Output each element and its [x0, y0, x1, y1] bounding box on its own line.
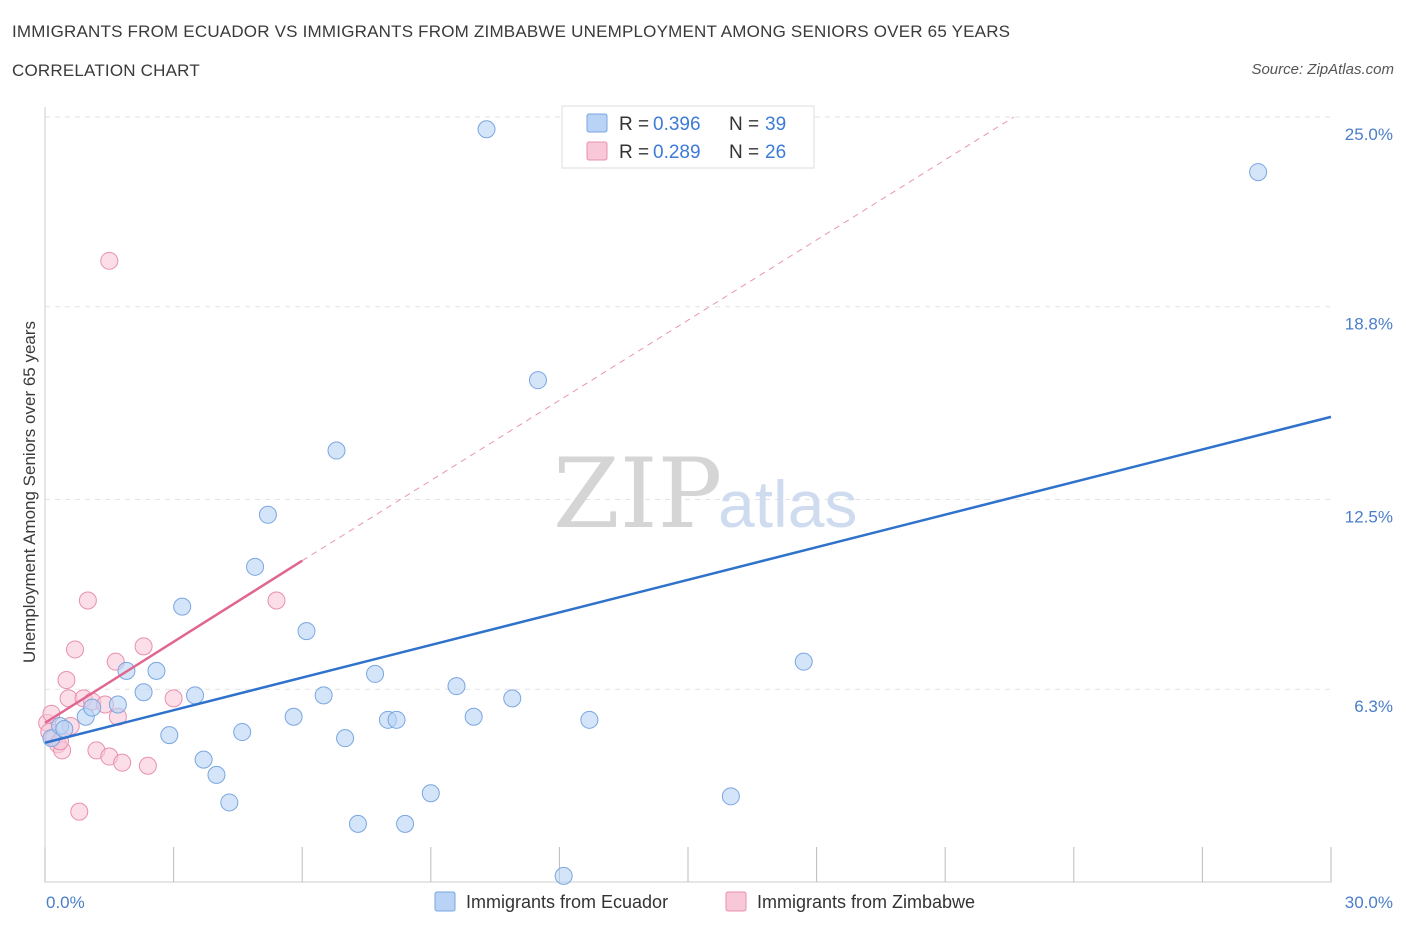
zimbabwe-point [134, 637, 153, 656]
watermark-zip: ZIP [553, 438, 722, 550]
x-tick-label: 30.0% [1345, 893, 1393, 912]
zimbabwe-point [138, 756, 157, 775]
ecuador-point [721, 787, 740, 806]
ecuador-point [580, 710, 599, 729]
axes [44, 107, 1332, 883]
ecuador-point [246, 557, 265, 576]
ecuador-point [366, 664, 385, 683]
bottom-legend-swatch-zimbabwe [725, 891, 747, 912]
zimbabwe-point [164, 689, 183, 708]
ecuador-point [160, 726, 179, 745]
legend-swatch-ecuador [586, 113, 608, 133]
ecuador-point [207, 765, 226, 784]
ecuador-point [297, 622, 316, 641]
zimbabwe-trend-extension [301, 116, 1015, 562]
gridlines [45, 116, 1331, 690]
y-tick-label: 6.3% [1354, 697, 1393, 716]
bottom-legend-ecuador: Immigrants from Ecuador [466, 892, 668, 912]
y-tick-label: 12.5% [1345, 508, 1393, 527]
ecuador-point [503, 689, 522, 708]
ecuador-trend-line [44, 415, 1332, 744]
y-tick-label: 25.0% [1345, 125, 1393, 144]
ecuador-point [55, 720, 74, 738]
ecuador-point [554, 866, 573, 885]
ecuador-point [464, 707, 483, 726]
zimbabwe-point [70, 802, 89, 821]
ecuador-point [348, 814, 367, 833]
ecuador-point [186, 686, 205, 705]
legend-ecuador-n-label: N = [729, 114, 759, 135]
zimbabwe-point [267, 591, 286, 610]
legend-ecuador-r-label: R = [619, 114, 649, 135]
legend-zimbabwe-n-label: N = [729, 142, 759, 163]
legend-box: R = 0.396 N = 39 R = 0.289 N = 26 [561, 105, 815, 169]
zimbabwe-point [78, 591, 97, 610]
legend-zimbabwe-r-value: 0.289 [653, 142, 701, 163]
ecuador-point [147, 661, 166, 680]
y-tick-label: 18.8% [1345, 315, 1393, 334]
ecuador-point [794, 652, 813, 671]
legend-ecuador-n-value: 39 [765, 114, 786, 135]
ecuador-point [477, 120, 496, 139]
x-tick-label: 0.0% [46, 893, 85, 912]
ecuador-point [258, 505, 277, 524]
chart-title: IMMIGRANTS FROM ECUADOR VS IMMIGRANTS FR… [12, 22, 1011, 41]
legend-zimbabwe-n-value: 26 [765, 142, 786, 163]
ecuador-point [528, 371, 547, 390]
ecuador-point [108, 695, 127, 714]
ecuador-point [194, 750, 213, 769]
zimbabwe-point [100, 251, 119, 270]
y-tick-labels: 6.3% 12.5% 18.8% 25.0% [1345, 125, 1393, 716]
zimbabwe-point [57, 671, 76, 690]
ecuador-point [83, 698, 102, 717]
watermark: ZIP atlas [553, 438, 857, 550]
ecuador-point [314, 686, 333, 705]
ecuador-point [327, 441, 346, 460]
ecuador-point [421, 784, 440, 803]
x-tick-labels: 0.0% 30.0% [46, 893, 1393, 912]
legend-ecuador-r-value: 0.396 [653, 114, 701, 135]
chart-subtitle: CORRELATION CHART [12, 61, 200, 80]
zimbabwe-point [66, 640, 85, 659]
ecuador-point [336, 729, 355, 748]
trend-lines [44, 116, 1332, 744]
zimbabwe-trend-line [44, 559, 303, 724]
source-credit: Source: ZipAtlas.com [1251, 61, 1394, 78]
bottom-legend-swatch-ecuador [434, 891, 456, 912]
watermark-atlas: atlas [718, 467, 857, 541]
ecuador-point [396, 814, 415, 833]
legend-swatch-zimbabwe [586, 141, 608, 161]
legend-zimbabwe-r-label: R = [619, 142, 649, 163]
ecuador-point [134, 683, 153, 702]
ecuador-point [233, 723, 252, 742]
ecuador-point [173, 597, 192, 616]
y-axis-label: Unemployment Among Seniors over 65 years [20, 321, 39, 663]
ecuador-point [387, 710, 406, 729]
bottom-legend-zimbabwe: Immigrants from Zimbabwe [757, 892, 975, 912]
ecuador-point [1249, 163, 1268, 182]
zimbabwe-point [113, 753, 132, 772]
ecuador-point [220, 793, 239, 812]
ecuador-point [447, 677, 466, 696]
ecuador-point [284, 707, 303, 726]
bottom-legend: Immigrants from Ecuador Immigrants from … [434, 891, 975, 912]
